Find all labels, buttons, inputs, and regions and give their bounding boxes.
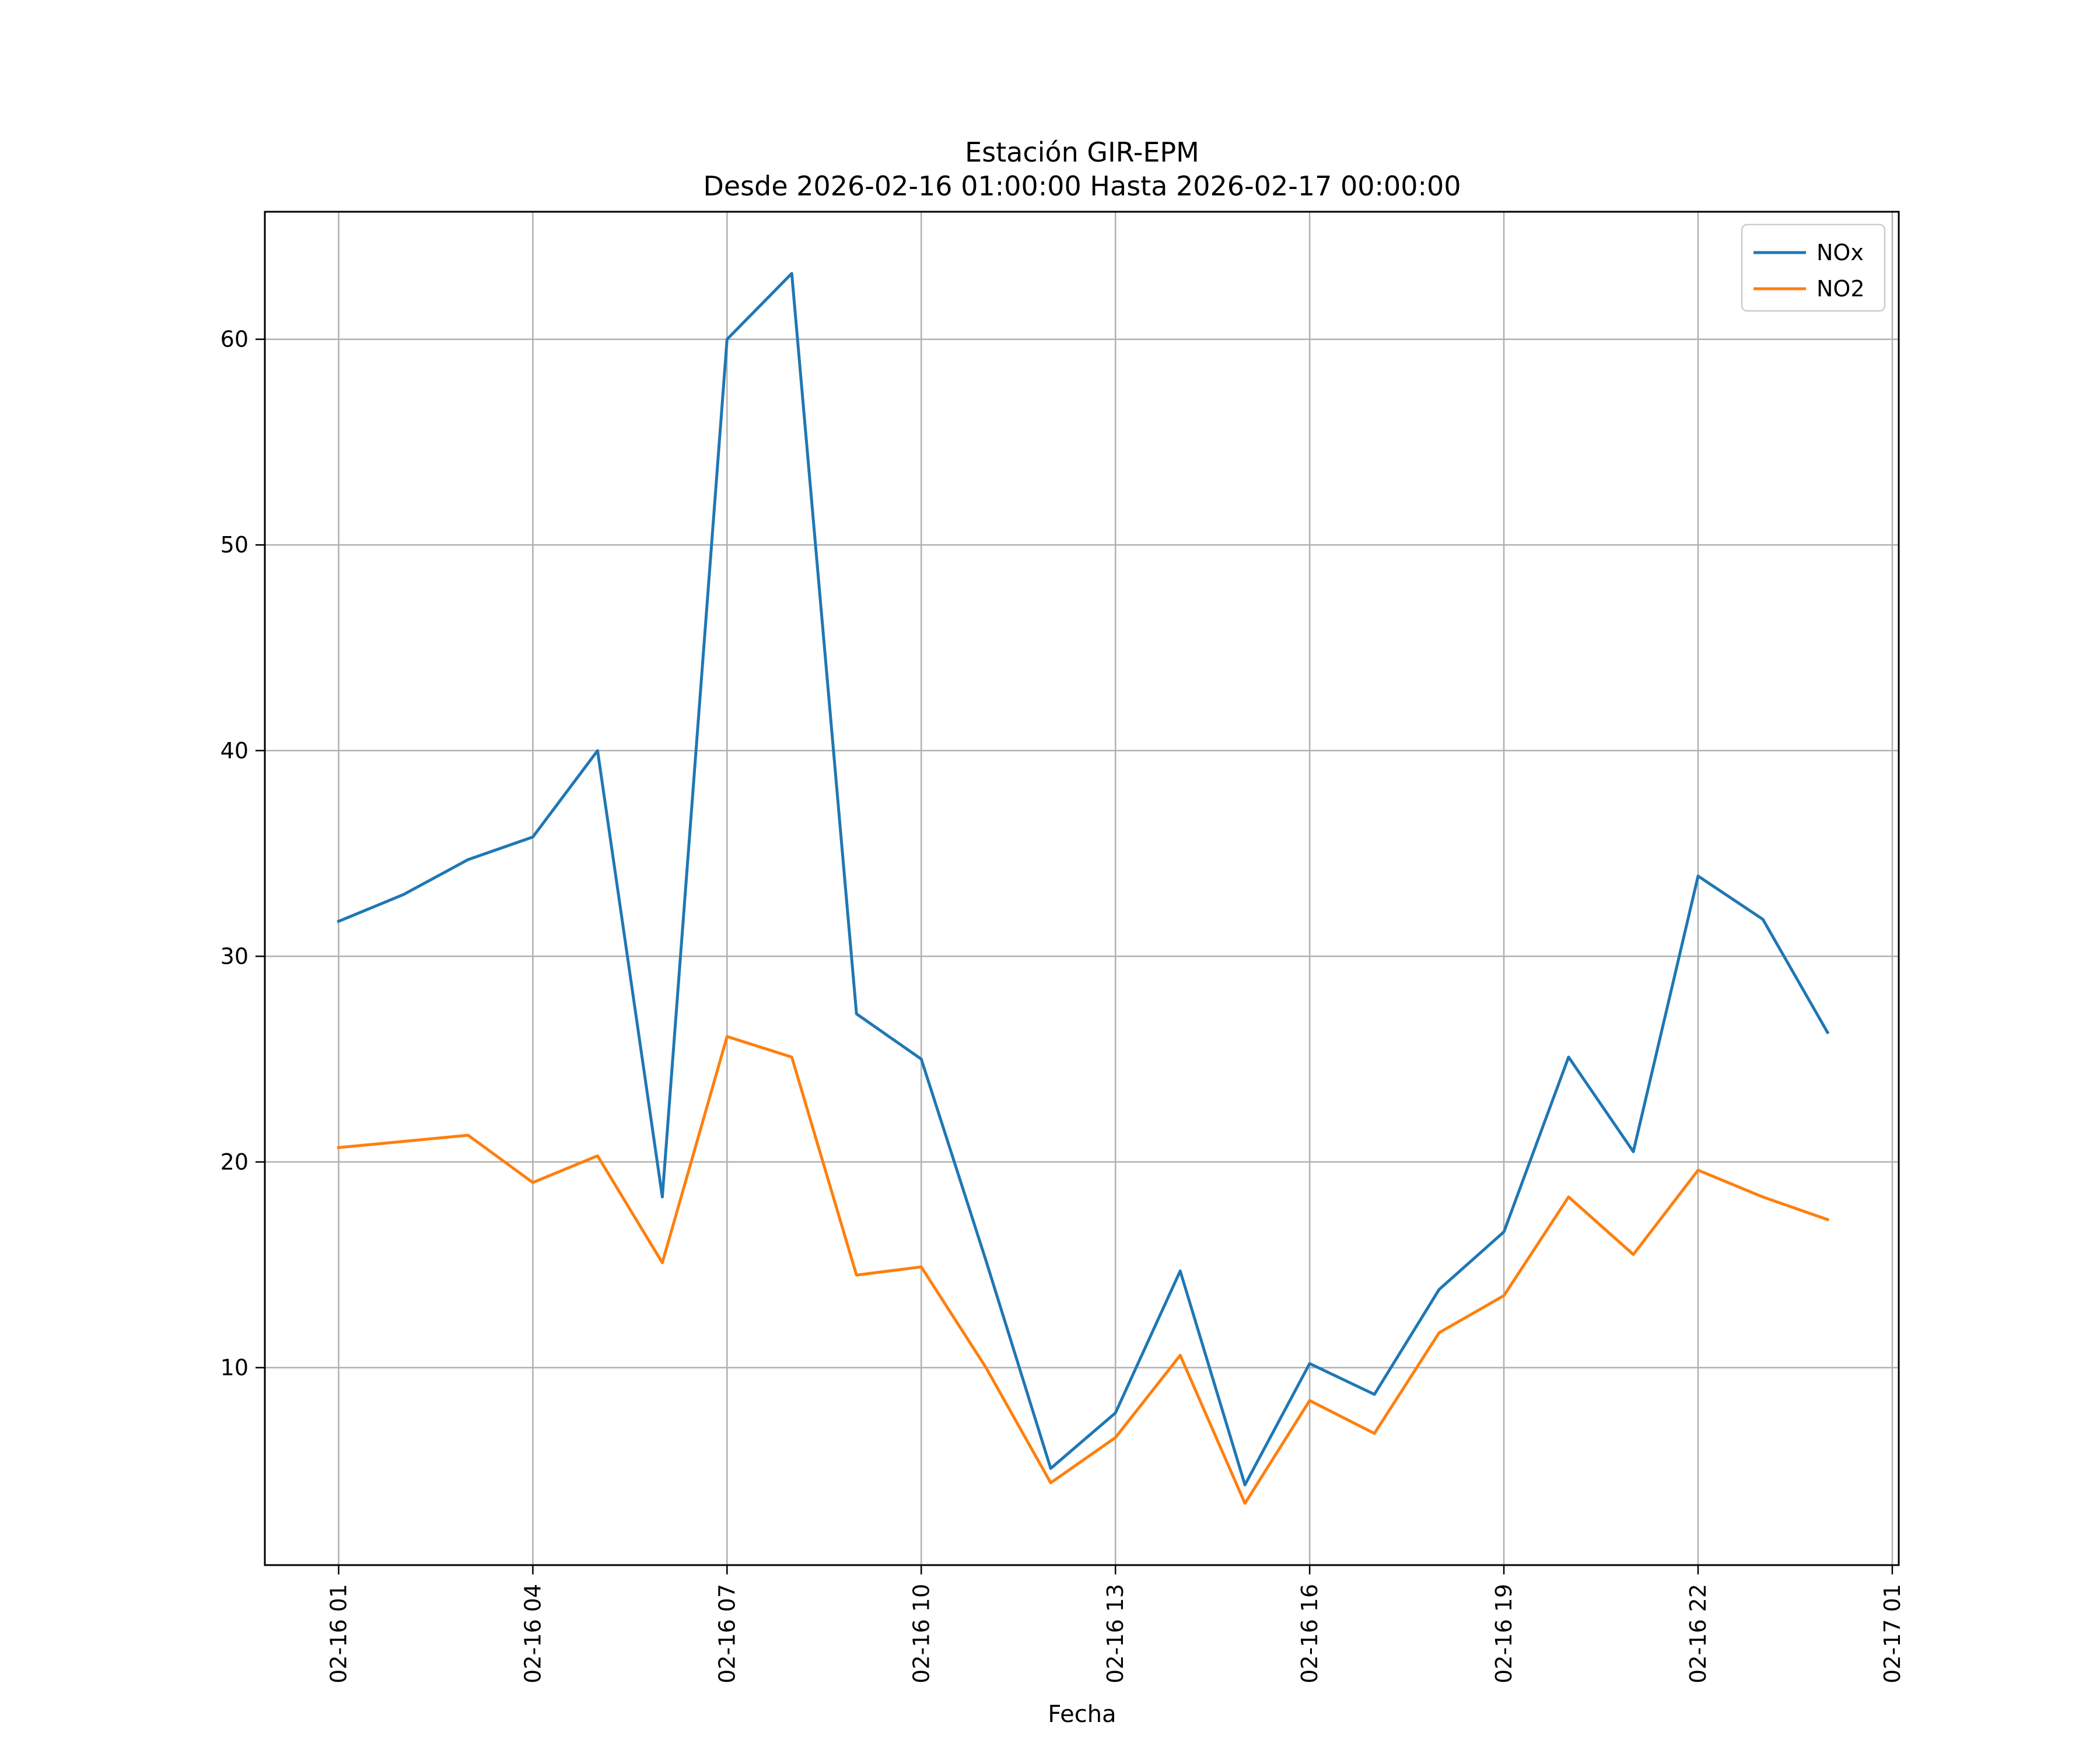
y-tick-label: 40 (220, 738, 249, 764)
legend-label: NO2 (1817, 276, 1865, 302)
y-tick-label: 60 (220, 327, 249, 352)
y-tick-label: 20 (220, 1149, 249, 1175)
y-tick-label: 50 (220, 532, 249, 558)
x-tick-label: 02-16 04 (520, 1584, 545, 1684)
y-axis-ticks: 10 20 30 40 50 60 (220, 327, 265, 1381)
x-axis-label: Fecha (1048, 1701, 1116, 1728)
chart-subtitle: Desde 2026-02-16 01:00:00 Hasta 2026-02-… (703, 170, 1461, 202)
legend: NOx NO2 (1741, 223, 1886, 312)
y-tick-label: 30 (220, 943, 249, 969)
x-tick-label: 02-16 01 (326, 1584, 352, 1684)
series-line-no2 (337, 1035, 1830, 1505)
x-tick-label: 02-16 10 (908, 1584, 934, 1684)
series-line-nox (337, 272, 1830, 1486)
y-tick-label: 10 (220, 1355, 249, 1381)
grid (265, 212, 1899, 1565)
legend-label: NOx (1817, 240, 1864, 265)
x-tick-label: 02-16 07 (714, 1584, 740, 1684)
plot-frame (264, 211, 1900, 1566)
x-tick-label: 02-16 19 (1491, 1584, 1517, 1684)
chart-title: Estación GIR-EPM (965, 136, 1199, 168)
x-axis-ticks: 02-16 01 02-16 04 02-16 07 02-16 10 02-16 13… (326, 1565, 1905, 1684)
series-lines (337, 272, 1830, 1505)
x-tick-label: 02-16 13 (1102, 1584, 1128, 1684)
x-tick-label: 02-16 16 (1297, 1584, 1322, 1684)
x-tick-label: 02-17 01 (1880, 1584, 1905, 1684)
x-tick-label: 02-16 22 (1685, 1584, 1711, 1684)
